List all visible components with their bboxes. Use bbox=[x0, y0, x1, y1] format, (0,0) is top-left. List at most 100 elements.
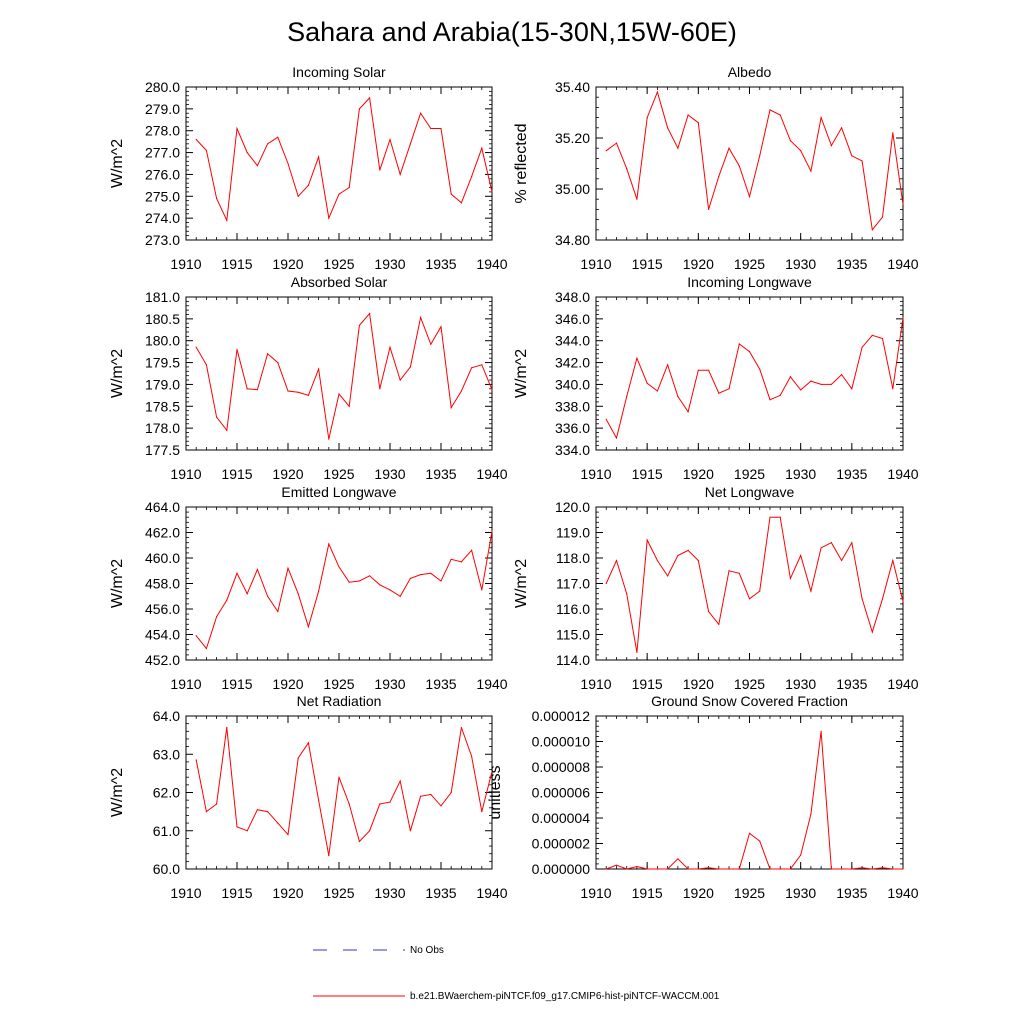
data-point bbox=[491, 389, 493, 391]
x-tick-label: 1935 bbox=[425, 256, 456, 272]
data-point bbox=[738, 868, 740, 870]
y-tick-label: 348.0 bbox=[555, 289, 590, 305]
y-tick-label: 181.0 bbox=[145, 289, 180, 305]
y-axis-label: unitless bbox=[487, 765, 504, 819]
y-tick-label: 179.5 bbox=[145, 355, 180, 371]
data-point bbox=[399, 173, 401, 176]
data-point bbox=[379, 388, 381, 390]
data-point bbox=[626, 395, 628, 398]
y-tick-label: 458.0 bbox=[145, 576, 180, 592]
x-tick-label: 1920 bbox=[683, 676, 714, 692]
data-point bbox=[450, 558, 452, 560]
data-point bbox=[748, 832, 751, 834]
data-point bbox=[297, 757, 299, 759]
data-point bbox=[226, 219, 228, 221]
data-point bbox=[718, 868, 720, 870]
data-point bbox=[820, 383, 822, 386]
x-tick-label: 1915 bbox=[221, 256, 252, 272]
panel-title: Albedo bbox=[728, 64, 772, 80]
x-tick-label: 1935 bbox=[836, 885, 867, 901]
data-point bbox=[830, 542, 832, 544]
data-point bbox=[471, 549, 473, 551]
data-point bbox=[841, 373, 843, 376]
y-tick-label: 454.0 bbox=[145, 627, 180, 643]
x-tick-label: 1925 bbox=[323, 256, 354, 272]
data-point bbox=[481, 147, 483, 149]
data-point bbox=[450, 406, 452, 409]
y-axis-label: W/m^2 bbox=[109, 559, 126, 608]
x-tick-label: 1915 bbox=[632, 885, 663, 901]
y-tick-label: 34.80 bbox=[555, 232, 590, 248]
panel-title: Emitted Longwave bbox=[281, 484, 396, 500]
y-tick-label: 116.0 bbox=[556, 601, 590, 617]
y-axis-label: W/m^2 bbox=[109, 768, 126, 817]
data-point bbox=[348, 581, 350, 583]
y-tick-label: 117.0 bbox=[556, 576, 590, 592]
y-tick-label: 0.000004 bbox=[532, 810, 591, 826]
data-point bbox=[287, 833, 289, 836]
data-point bbox=[297, 195, 299, 197]
data-point bbox=[667, 127, 669, 129]
y-tick-label: 120.0 bbox=[555, 499, 590, 515]
y-tick-label: 114.0 bbox=[556, 652, 590, 668]
data-point bbox=[226, 726, 228, 729]
data-point bbox=[851, 388, 853, 390]
y-tick-label: 0.000006 bbox=[532, 785, 591, 801]
data-point bbox=[677, 858, 679, 860]
data-point bbox=[800, 150, 802, 152]
data-point bbox=[471, 176, 473, 178]
panel-title: Net Radiation bbox=[297, 693, 382, 709]
data-point bbox=[687, 868, 689, 870]
data-point bbox=[769, 868, 771, 870]
x-tick-label: 1915 bbox=[632, 466, 663, 482]
data-point bbox=[841, 559, 843, 562]
data-point bbox=[399, 379, 401, 381]
data-point bbox=[707, 208, 710, 210]
y-tick-label: 0.000008 bbox=[532, 759, 591, 775]
series-line bbox=[195, 312, 493, 440]
y-tick-label: 464.0 bbox=[145, 499, 180, 515]
x-tick-label: 1920 bbox=[272, 466, 303, 482]
data-point bbox=[348, 803, 350, 805]
data-point bbox=[881, 337, 884, 340]
x-tick-label: 1915 bbox=[221, 466, 252, 482]
x-tick-label: 1925 bbox=[734, 885, 765, 901]
panel-title: Incoming Longwave bbox=[687, 274, 812, 290]
data-point bbox=[667, 868, 669, 870]
data-point bbox=[328, 438, 330, 440]
data-point bbox=[615, 864, 618, 866]
data-point bbox=[707, 369, 710, 371]
data-point bbox=[471, 755, 473, 757]
legend-label-model: b.e21.BWaerchem-piNTCF.f09_g17.CMIP6-his… bbox=[410, 991, 720, 1002]
data-point bbox=[892, 868, 894, 870]
y-tick-label: 64.0 bbox=[153, 708, 180, 724]
y-tick-label: 60.0 bbox=[153, 861, 180, 877]
y-tick-label: 177.5 bbox=[145, 442, 180, 458]
x-tick-label: 1940 bbox=[887, 885, 918, 901]
x-tick-label: 1940 bbox=[476, 466, 507, 482]
data-point bbox=[409, 143, 411, 145]
data-point bbox=[420, 795, 422, 797]
data-point bbox=[246, 151, 248, 154]
data-point bbox=[779, 868, 781, 870]
x-tick-label: 1925 bbox=[323, 676, 354, 692]
data-point bbox=[389, 346, 391, 348]
x-tick-label: 1940 bbox=[476, 885, 507, 901]
data-point bbox=[358, 580, 360, 582]
x-tick-label: 1940 bbox=[887, 676, 918, 692]
data-point bbox=[605, 582, 607, 585]
y-tick-label: 273.0 bbox=[145, 232, 180, 248]
y-tick-label: 180.5 bbox=[145, 311, 180, 327]
data-point bbox=[718, 392, 720, 394]
x-tick-label: 1910 bbox=[580, 885, 611, 901]
chart-panel-3: 1910 1915 1920 1925 1930 1935 1940 334.0 336.0 33… bbox=[513, 274, 919, 482]
y-axis-label: W/m^2 bbox=[513, 559, 530, 608]
data-point bbox=[460, 390, 462, 392]
plot-frame bbox=[595, 86, 904, 241]
data-point bbox=[277, 822, 279, 824]
data-point bbox=[399, 780, 401, 782]
data-point bbox=[328, 543, 330, 545]
y-tick-label: 115.0 bbox=[556, 627, 590, 643]
series-line bbox=[605, 317, 904, 440]
data-point bbox=[861, 867, 863, 869]
